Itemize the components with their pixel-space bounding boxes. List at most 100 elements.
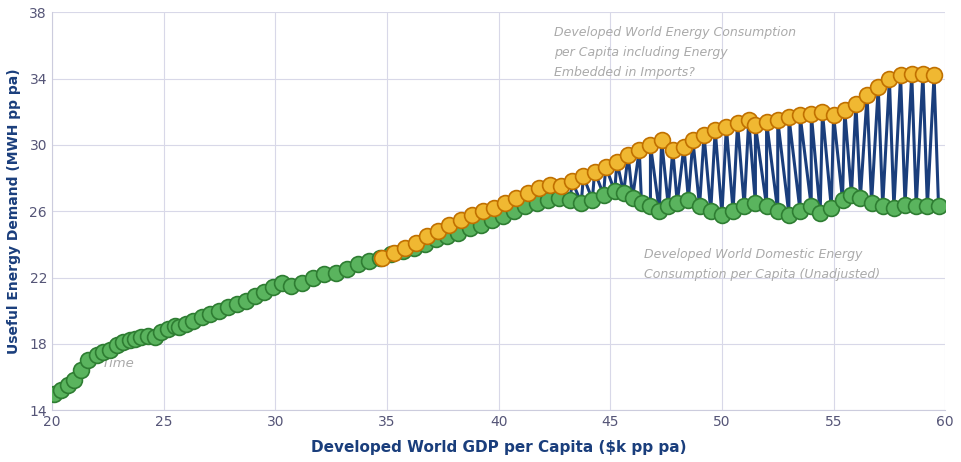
Point [265, 284, 281, 291]
Point [498, 199, 513, 207]
Point [60, 382, 75, 389]
Point [439, 232, 455, 240]
Point [875, 203, 891, 210]
Point [417, 241, 432, 248]
Point [554, 182, 569, 190]
Point [625, 195, 640, 202]
Point [837, 107, 852, 114]
Point [864, 199, 879, 207]
Point [476, 207, 491, 215]
Point [714, 211, 729, 218]
Point [634, 199, 650, 207]
Point [915, 70, 930, 78]
Point [464, 211, 480, 218]
Point [486, 204, 502, 212]
Point [652, 207, 667, 215]
Point [576, 173, 591, 180]
Point [564, 178, 579, 185]
Point [680, 196, 696, 203]
Point [904, 70, 920, 78]
Text: Developed World Domestic Energy
Consumption per Capita (Unadjusted): Developed World Domestic Energy Consumpt… [644, 248, 880, 281]
X-axis label: Developed World GDP per Capita ($k pp pa): Developed World GDP per Capita ($k pp pa… [310, 440, 686, 455]
Point [587, 168, 603, 175]
Point [803, 110, 819, 117]
Text: Developed World Energy Consumption
per Capita including Energy
Embedded in Impor: Developed World Energy Consumption per C… [554, 26, 797, 79]
Point [66, 377, 82, 384]
Point [203, 310, 218, 318]
Point [729, 120, 745, 127]
Point [670, 199, 685, 207]
Point [643, 141, 658, 149]
Point [886, 204, 901, 212]
Point [520, 189, 535, 197]
Point [781, 211, 797, 218]
Point [898, 201, 913, 208]
Point [46, 390, 62, 397]
Point [406, 244, 421, 251]
Point [609, 158, 625, 165]
Point [726, 207, 741, 215]
Point [781, 113, 797, 121]
Point [375, 254, 390, 261]
Point [859, 91, 875, 99]
Point [660, 203, 676, 210]
Point [770, 207, 785, 215]
Point [926, 72, 942, 79]
Point [383, 251, 399, 258]
Point [531, 184, 547, 192]
Point [508, 195, 524, 202]
Point [736, 203, 752, 210]
Point [431, 227, 446, 235]
Point [707, 127, 723, 134]
Point [221, 304, 236, 311]
Point [473, 221, 488, 228]
Point [178, 320, 193, 328]
Point [386, 249, 402, 256]
Point [835, 196, 850, 203]
Point [238, 297, 254, 304]
Point [677, 143, 692, 150]
Point [665, 146, 680, 154]
Point [882, 75, 898, 82]
Point [160, 325, 176, 333]
Point [350, 261, 365, 268]
Y-axis label: Useful Energy Demand (MWH pp pa): Useful Energy Demand (MWH pp pa) [7, 68, 21, 354]
Point [812, 209, 827, 217]
Point [109, 342, 124, 349]
Point [95, 348, 111, 356]
Point [759, 203, 775, 210]
Point [871, 83, 886, 91]
Point [574, 199, 589, 207]
Point [373, 254, 388, 261]
Point [419, 232, 434, 240]
Point [748, 199, 763, 207]
Point [697, 131, 712, 139]
Point [171, 323, 186, 331]
Point [127, 335, 142, 342]
Point [893, 72, 908, 79]
Point [395, 247, 410, 255]
Point [741, 116, 756, 124]
Point [134, 334, 149, 341]
Point [562, 196, 578, 203]
Point [339, 266, 355, 273]
Point [844, 191, 859, 198]
Point [506, 207, 522, 215]
Point [53, 387, 68, 394]
Point [361, 257, 377, 265]
Point [703, 207, 719, 215]
Point [852, 195, 868, 202]
Point [147, 334, 162, 341]
Point [803, 203, 819, 210]
Point [102, 347, 117, 354]
Point [692, 203, 707, 210]
Point [328, 269, 343, 276]
Point [88, 352, 104, 359]
Point [607, 188, 623, 195]
Point [653, 136, 669, 144]
Point [540, 196, 555, 203]
Point [247, 292, 262, 299]
Point [451, 229, 466, 237]
Point [306, 274, 321, 281]
Point [283, 282, 299, 290]
